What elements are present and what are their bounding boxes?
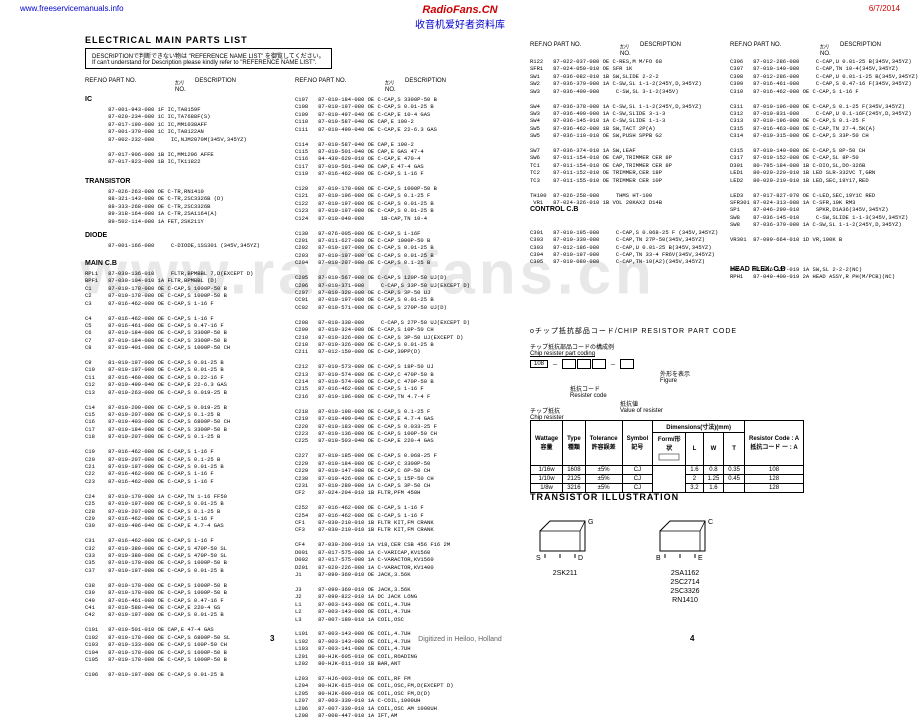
col-header-4: REF.NO PART NO. ｶﾝﾘ NO. DESCRIPTION xyxy=(730,42,881,57)
chip-lab3: 抵抗値 Value of resister xyxy=(620,399,737,414)
chip-sub1-en: Chip resister part coding xyxy=(530,351,737,357)
section-diode: DIODE xyxy=(85,232,107,239)
parts-col3: R122 87-022-037-080 OE C-RES,M M/FO 68 S… xyxy=(530,58,718,266)
svg-text:D: D xyxy=(578,555,583,561)
parts-ic: 87-001-943-080 1F IC,TA8159F 87-020-234-… xyxy=(85,106,247,165)
chip-lab1: 外形を表示 Figure xyxy=(660,369,737,384)
chip-code-box: 108 xyxy=(530,360,548,368)
chip-boxes-2 xyxy=(620,359,634,369)
parts-col4: C306 87-012-286-080 C-CAP,U 0.01-25 B(34… xyxy=(730,58,918,281)
desc-line2: If can't understand for Description plea… xyxy=(92,60,325,66)
parts-col2: C107 87-010-184-080 OE C-CAP,S 3300P-50 … xyxy=(295,96,470,719)
section-ic: IC xyxy=(85,96,92,103)
trans-title: TRANSISTOR ILLUSTRATION xyxy=(530,492,720,502)
svg-text:C: C xyxy=(708,519,713,526)
chip-resistor-section: oチップ抵抗部品コード/CHIP RESISTOR PART CODE チップ抵… xyxy=(530,326,737,414)
desc-line1: DESCRIPTIONで判断できない物は "REFERENCE NAME LIS… xyxy=(92,51,325,60)
chip-lab2: 抵抗コード Resister code xyxy=(570,384,737,399)
print-date: 6/7/2014 xyxy=(869,4,900,13)
svg-text:E: E xyxy=(698,555,703,561)
section-transistor: TRANSISTOR xyxy=(85,178,130,185)
table-row: 1/16w1608±5%CJ 1.60.80.35108 xyxy=(531,466,804,475)
page-num-left: 3 xyxy=(270,634,274,643)
trans-left-label: 2SK211 xyxy=(530,569,600,578)
section-main-cb: MAIN C.B xyxy=(85,260,117,267)
description-box: DESCRIPTIONで判断できない物は "REFERENCE NAME LIS… xyxy=(85,48,332,69)
chip-sub1: チップ抵抗部品コードの構成例 xyxy=(530,342,737,351)
page-title: ELECTRICAL MAIN PARTS LIST xyxy=(85,35,248,45)
parts-main: RPL1 87-030-136-010 FLTR,BPMBBL 7,D(EXCE… xyxy=(85,270,253,678)
chip-table-title: チップ抵抗 Chip resister xyxy=(530,406,564,421)
svg-text:G: G xyxy=(588,519,593,526)
site-header: RadioFans.CN 收音机爱好者资料库 xyxy=(415,4,505,31)
parts-diode: 87-001-166-080 C-DIODE,1SS301 (345V,345Y… xyxy=(85,242,260,249)
transistor-illustration: TRANSISTOR ILLUSTRATION G S D 2SK211 xyxy=(530,492,720,605)
svg-text:S: S xyxy=(536,555,541,561)
digitized-footer: Digitized in Heiloo, Holland xyxy=(418,636,502,643)
svg-text:B: B xyxy=(656,555,661,561)
col-header-2: REF.NO PART NO. ｶﾝﾘ NO. DESCRIPTION xyxy=(295,78,446,93)
col-header-3: REF.NO PART NO. ｶﾝﾘ NO. DESCRIPTION xyxy=(530,42,681,57)
source-url: www.freeservicemanuals.info xyxy=(20,4,124,13)
chip-resistor-table: Wattage 容量 Type 種類 Tolerance 許容誤差 Symbol… xyxy=(530,420,804,493)
trans-shape-left: G S D 2SK211 xyxy=(530,516,600,605)
header-cn: 收音机爱好者资料库 xyxy=(415,16,505,31)
trans-shape-right: C B E 2SA1162 2SC2714 2SC3326 RN1410 xyxy=(650,516,720,605)
parts-trans: 87-026-263-080 OE C-TR,RN1410 88-321-143… xyxy=(85,188,224,225)
chip-boxes xyxy=(562,359,606,369)
page-num-right: 4 xyxy=(690,634,694,643)
header-en: RadioFans.CN xyxy=(415,4,505,16)
col-header-1: REF.NO PART NO. ｶﾝﾘ NO. DESCRIPTION xyxy=(85,78,236,93)
chip-title: oチップ抵抗部品コード/CHIP RESISTOR PART CODE xyxy=(530,326,737,336)
trans-right-labels: 2SA1162 2SC2714 2SC3326 RN1410 xyxy=(650,569,720,605)
